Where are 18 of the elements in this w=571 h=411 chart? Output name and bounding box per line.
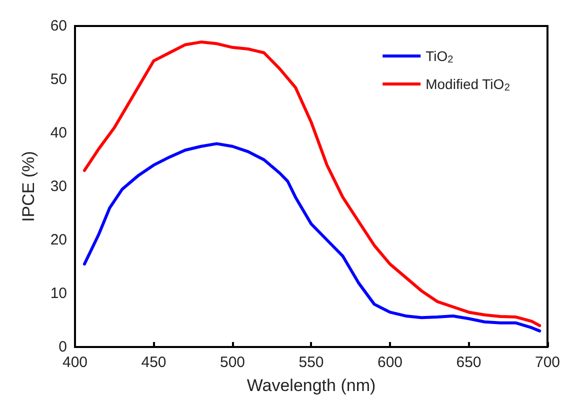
y-tick-label: 50 xyxy=(50,71,67,88)
x-tick-label: 650 xyxy=(456,354,482,371)
y-tick-label: 30 xyxy=(50,178,67,195)
y-tick-label: 40 xyxy=(50,124,67,142)
y-tick-label: 0 xyxy=(58,338,67,356)
x-tick-label: 550 xyxy=(298,354,324,371)
y-tick-label: 60 xyxy=(50,18,67,34)
line-series xyxy=(82,142,542,332)
x-axis-title: Wavelength (nm) xyxy=(246,376,376,395)
x-tick-label: 700 xyxy=(534,354,560,371)
y-tick-label: 10 xyxy=(50,285,67,302)
line-series xyxy=(82,40,542,328)
x-tick-label: 450 xyxy=(141,354,166,371)
y-axis-title: IPCE (%) xyxy=(19,151,38,222)
y-tick-label: 20 xyxy=(50,232,67,248)
x-tick-label: 600 xyxy=(377,354,403,371)
x-tick-label: 500 xyxy=(220,354,246,371)
x-tick-label: 400 xyxy=(62,354,88,371)
